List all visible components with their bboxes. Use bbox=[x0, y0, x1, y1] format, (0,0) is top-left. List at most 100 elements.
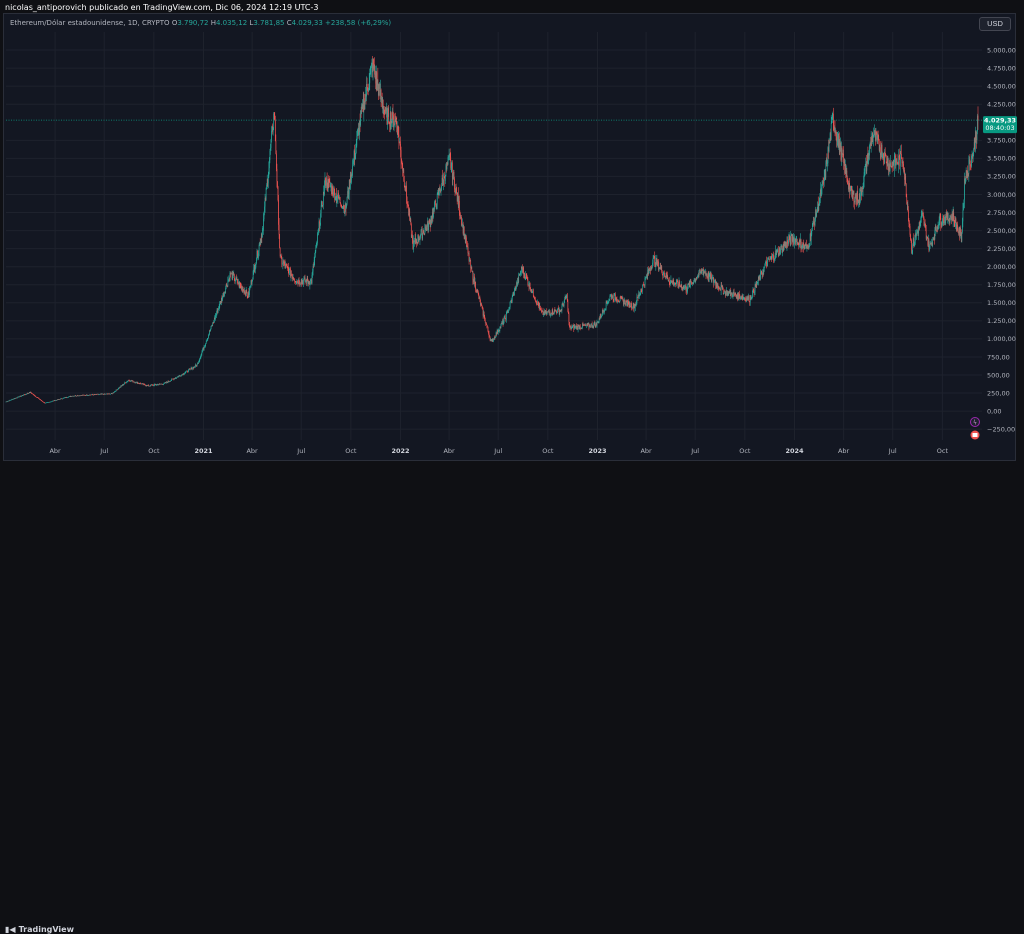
currency-button[interactable]: USD bbox=[979, 17, 1011, 31]
candle-body bbox=[645, 276, 647, 278]
candle-body bbox=[392, 111, 393, 123]
candle-body bbox=[460, 217, 462, 219]
tradingview-logo[interactable]: ▮◀ TradingView bbox=[5, 925, 74, 934]
candle-body bbox=[815, 209, 817, 217]
candle-body bbox=[471, 266, 473, 272]
candle-body bbox=[232, 272, 234, 275]
candle-body bbox=[35, 396, 37, 398]
candle-body bbox=[858, 194, 860, 202]
candle-body bbox=[599, 318, 601, 320]
candle-body bbox=[61, 398, 62, 400]
candle-body bbox=[90, 394, 92, 396]
candle-body bbox=[615, 297, 617, 301]
candle-body bbox=[470, 260, 472, 269]
candle-body bbox=[341, 207, 343, 209]
candle-body bbox=[532, 289, 534, 292]
chart-pane[interactable] bbox=[3, 13, 1016, 461]
candle-body bbox=[182, 374, 183, 376]
candle-body bbox=[221, 298, 223, 301]
candle-body bbox=[104, 393, 106, 395]
candle-body bbox=[121, 385, 123, 387]
candle-body bbox=[914, 240, 916, 243]
candle-body bbox=[66, 397, 67, 398]
candle-body bbox=[815, 209, 816, 219]
candle-body bbox=[125, 382, 127, 384]
candle-body bbox=[561, 309, 562, 311]
candle-body bbox=[650, 266, 652, 271]
candle-body bbox=[682, 285, 684, 290]
candle-body bbox=[508, 307, 510, 311]
candle-body bbox=[405, 185, 407, 191]
candle-body bbox=[355, 145, 357, 148]
candle-body bbox=[264, 197, 266, 207]
candle-body bbox=[298, 279, 300, 284]
candle-body bbox=[178, 375, 180, 377]
candle-body bbox=[963, 199, 965, 204]
candle-body bbox=[604, 309, 606, 311]
candle-body bbox=[847, 181, 849, 184]
candle-body bbox=[188, 369, 189, 372]
price-tag-countdown: 08:40:03 bbox=[985, 124, 1014, 132]
candle-body bbox=[280, 255, 282, 257]
candle-body bbox=[149, 385, 150, 387]
candle-body bbox=[110, 393, 112, 394]
candle-body bbox=[711, 277, 713, 282]
candle-body bbox=[843, 153, 844, 164]
candle-body bbox=[851, 193, 853, 196]
candle-body bbox=[753, 288, 754, 293]
candle-body bbox=[563, 302, 565, 307]
candle-body bbox=[693, 279, 695, 283]
candle-body bbox=[188, 368, 190, 370]
candle-body bbox=[381, 98, 383, 107]
candle-body bbox=[411, 234, 413, 237]
candle-body bbox=[937, 226, 938, 230]
candle-body bbox=[21, 395, 23, 396]
candle-body bbox=[226, 285, 228, 287]
candle-body bbox=[376, 79, 378, 86]
candle-body bbox=[187, 371, 189, 373]
candle-body bbox=[304, 277, 305, 279]
symbol-legend[interactable]: Ethereum/Dólar estadounidense, 1D, CRYPT… bbox=[10, 19, 391, 27]
candle-body bbox=[339, 196, 341, 203]
candle-body bbox=[940, 217, 942, 225]
candle-body bbox=[583, 324, 585, 326]
candle-body bbox=[709, 273, 711, 276]
candle-body bbox=[224, 292, 226, 293]
symbol-name[interactable]: Ethereum/Dólar estadounidense, 1D, CRYPT… bbox=[10, 19, 170, 27]
candle-body bbox=[320, 205, 322, 214]
candle-body bbox=[254, 266, 256, 270]
candle-body bbox=[408, 205, 409, 215]
candle-body bbox=[87, 395, 89, 396]
candle-body bbox=[572, 326, 574, 328]
candle-body bbox=[905, 183, 907, 197]
candle-body bbox=[72, 395, 74, 397]
candle-body bbox=[213, 317, 215, 323]
candle-body bbox=[348, 194, 350, 197]
candle-body bbox=[526, 277, 528, 278]
candle-body bbox=[361, 104, 363, 113]
candle-body bbox=[199, 358, 201, 361]
candle-body bbox=[543, 312, 545, 315]
candle-body bbox=[375, 73, 377, 84]
candle-body bbox=[511, 295, 513, 301]
candle-body bbox=[555, 310, 557, 312]
candle-body bbox=[658, 261, 659, 271]
candle-body bbox=[256, 259, 257, 264]
candle-body bbox=[382, 105, 384, 107]
candle-body bbox=[303, 280, 304, 285]
time-tick-label: Oct bbox=[937, 447, 949, 455]
time-tick-label: Abr bbox=[246, 447, 258, 455]
candle-body bbox=[613, 294, 615, 301]
candle-body bbox=[848, 183, 849, 190]
candle-body bbox=[827, 163, 828, 165]
candle-body bbox=[116, 389, 117, 391]
candle-body bbox=[233, 274, 235, 281]
candle-body bbox=[668, 281, 670, 282]
candlestick-chart[interactable]: 5.000,004.750,004.500,004.250,003.750,00… bbox=[0, 0, 1024, 478]
candle-body bbox=[240, 285, 242, 286]
candle-body bbox=[122, 384, 123, 386]
candle-body bbox=[138, 383, 140, 384]
candle-body bbox=[308, 281, 310, 284]
candle-body bbox=[776, 251, 778, 255]
candle-body bbox=[626, 300, 628, 302]
